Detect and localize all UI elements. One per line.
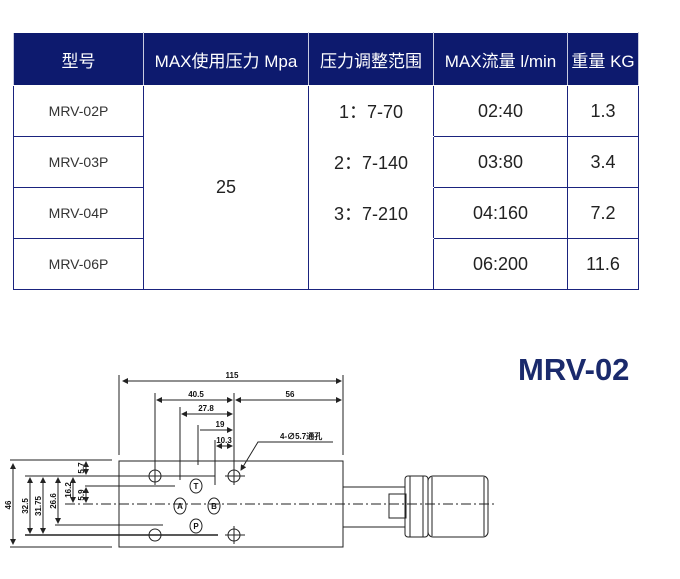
- port-t: T: [194, 482, 199, 491]
- pressure-cell: 25: [143, 85, 309, 290]
- port-labels: T A B P: [177, 482, 217, 531]
- dimension-lines: [10, 375, 344, 548]
- hole-note: 4-∅5.7通孔: [280, 431, 322, 441]
- dim-56: 56: [286, 390, 295, 399]
- table-row: MRV-02P 25 1：7-70 02:40 1.3: [13, 85, 639, 290]
- range-cell: 1：7-70: [308, 85, 434, 137]
- dim-46: 46: [4, 500, 13, 509]
- valve-body: [65, 460, 495, 548]
- model-cell: MRV-02P: [13, 85, 144, 137]
- dim-115: 115: [226, 371, 239, 380]
- flow-cell: 02:40: [433, 85, 568, 137]
- dim-27-8: 27.8: [198, 404, 214, 413]
- range-cell: 3：7-210: [308, 187, 434, 239]
- table-row: MRV-03P 2：7-140 03:80 3.4: [13, 136, 639, 188]
- port-p: P: [193, 522, 199, 531]
- dim-5-9: 5.9: [77, 489, 86, 501]
- dimension-labels: 115 40.5 56 27.8 19 10.3 4-∅5.7通孔 46 32.…: [4, 371, 322, 516]
- weight-cell: 11.6: [567, 238, 639, 290]
- range-cell: [308, 238, 434, 290]
- dim-31-75: 31.75: [34, 495, 43, 516]
- drawing-title: MRV-02: [518, 352, 630, 387]
- table-row: MRV-06P 06:200 11.6: [13, 238, 639, 290]
- weight-cell: 3.4: [567, 136, 639, 188]
- dim-32-5: 32.5: [21, 498, 30, 514]
- dim-19: 19: [216, 420, 225, 429]
- model-cell: MRV-04P: [13, 187, 144, 239]
- dim-16-2: 16.2: [64, 482, 73, 498]
- header-model: 型号: [13, 32, 144, 86]
- weight-cell: 1.3: [567, 85, 639, 137]
- range-cell: 2：7-140: [308, 136, 434, 188]
- dim-26-6: 26.6: [49, 493, 58, 509]
- header-flow: MAX流量 l/min: [433, 32, 568, 86]
- spec-table: 型号 MAX使用压力 Mpa 压力调整范围 MAX流量 l/min 重量 KG …: [13, 32, 639, 290]
- header-weight: 重量 KG: [567, 32, 639, 86]
- model-cell: MRV-03P: [13, 136, 144, 188]
- port-b: B: [211, 502, 217, 511]
- port-a: A: [177, 502, 183, 511]
- model-cell: MRV-06P: [13, 238, 144, 290]
- dim-10-3: 10.3: [216, 436, 232, 445]
- table-header: 型号 MAX使用压力 Mpa 压力调整范围 MAX流量 l/min 重量 KG: [13, 32, 639, 86]
- weight-cell: 7.2: [567, 187, 639, 239]
- dim-40-5: 40.5: [188, 390, 204, 399]
- dim-5-7: 5.7: [77, 462, 86, 474]
- table-row: MRV-04P 3：7-210 04:160 7.2: [13, 187, 639, 239]
